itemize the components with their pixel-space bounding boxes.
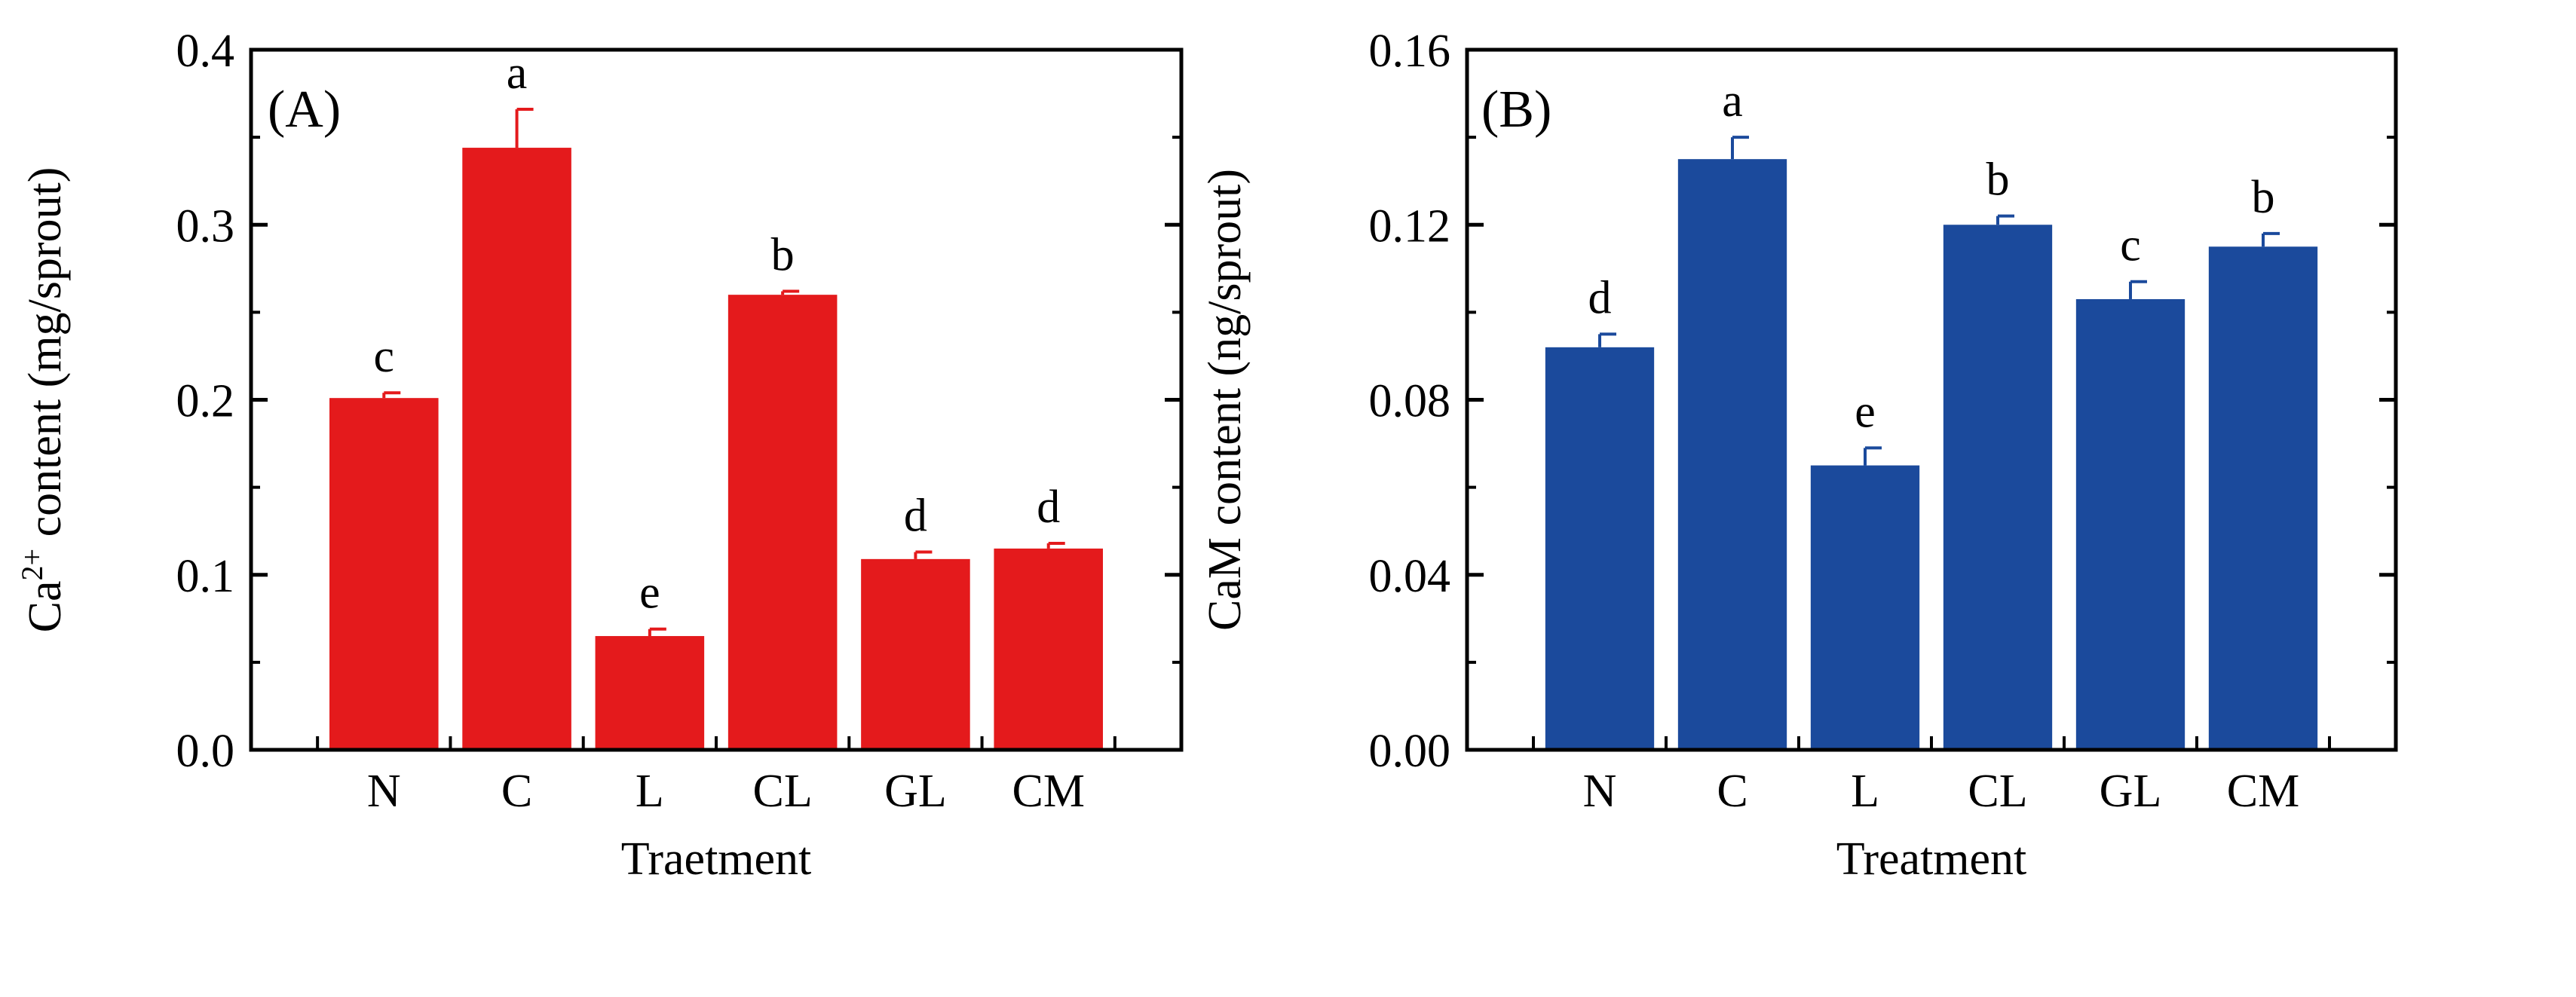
y-axis-title-superscript: 2+ <box>15 549 49 581</box>
significance-label: b <box>771 230 795 281</box>
panel-a: c Na Ce Lb CL d GL d CM 0.0 0.1 0.2 0.3 0.4 (A) Traetme… <box>15 26 1184 885</box>
y-tick-label: 0.00 <box>1369 726 1451 777</box>
x-tick-label: GL <box>2100 766 2162 817</box>
bar-cl <box>1943 225 2053 750</box>
y-axis-title: CaM content (ng/sprout) <box>1199 169 1251 631</box>
y-tick-label: 0.3 <box>176 200 235 252</box>
bar-cm <box>994 548 1103 750</box>
x-tick-label: N <box>1583 766 1617 817</box>
bar-n <box>1545 347 1655 750</box>
bar-n <box>329 398 439 750</box>
bar-c <box>462 148 571 750</box>
panel-b: d Na Ce Lb CL c GL b CM 0.00 0.04 0.08 0.12 0.16 (B) Tr… <box>1199 26 2398 885</box>
x-tick-label: CL <box>753 766 813 817</box>
y-axis-title-unit: content (mg/sprout) <box>20 167 71 549</box>
bar-gl <box>861 558 970 750</box>
significance-label: d <box>1037 482 1060 533</box>
significance-label: e <box>1855 386 1876 437</box>
y-axis-title-main: Ca <box>20 580 71 632</box>
bar-cm <box>2208 246 2318 750</box>
bar-c <box>1677 159 1787 750</box>
panel-label: (B) <box>1481 81 1551 139</box>
x-tick-label: CL <box>1968 766 2027 817</box>
significance-label: d <box>904 491 927 542</box>
significance-label: a <box>507 47 528 99</box>
bar-l <box>595 636 705 750</box>
x-axis-title: Traetment <box>621 833 812 885</box>
panel-label: (A) <box>268 81 341 139</box>
x-tick-label: GL <box>884 766 947 817</box>
x-tick-label: N <box>367 766 401 817</box>
x-tick-label: CM <box>1012 766 1084 817</box>
significance-label: c <box>2120 220 2141 271</box>
y-tick-label: 0.12 <box>1369 200 1451 252</box>
x-tick-label: L <box>1851 766 1879 817</box>
y-tick-label: 0.16 <box>1369 26 1451 77</box>
bar-cl <box>727 295 838 750</box>
y-tick-label: 0.1 <box>176 551 235 602</box>
significance-label: e <box>639 567 660 619</box>
y-tick-label: 0.04 <box>1369 551 1451 602</box>
x-tick-label: L <box>636 766 664 817</box>
y-tick-label: 0.0 <box>176 726 235 777</box>
x-tick-label: CM <box>2227 766 2299 817</box>
y-tick-label: 0.2 <box>176 376 235 427</box>
bar-gl <box>2075 298 2185 750</box>
bar-l <box>1810 465 1920 750</box>
significance-label: d <box>1588 272 1612 323</box>
significance-label: b <box>2252 172 2275 223</box>
y-axis-title-main: CaM content (ng/sprout) <box>1199 169 1251 631</box>
significance-label: c <box>374 331 395 382</box>
x-tick-label: C <box>1717 766 1747 817</box>
y-axis-title: Ca2+ content (mg/sprout) <box>15 167 71 633</box>
x-axis-title: Treatment <box>1836 833 2027 885</box>
y-tick-label: 0.4 <box>176 26 235 77</box>
significance-label: b <box>1986 154 2010 206</box>
y-tick-label: 0.08 <box>1369 376 1451 427</box>
x-tick-label: C <box>501 766 532 817</box>
significance-label: a <box>1722 75 1743 127</box>
